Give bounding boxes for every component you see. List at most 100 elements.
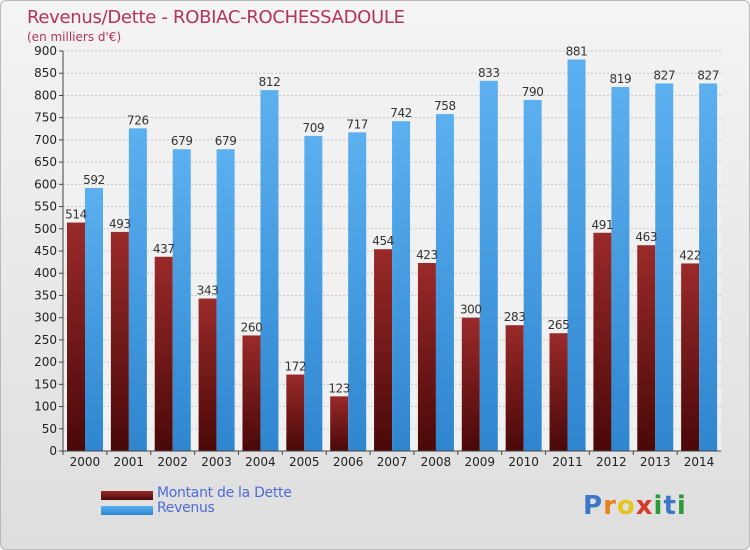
label-revenus-2012: 819 [610,72,632,86]
label-dette-2003: 343 [197,284,219,298]
proxiti-logo: Proxiti [583,491,687,521]
bar-dette-2012 [593,232,612,451]
bar-dette-2008 [417,263,436,451]
x-tick-label-2010: 2010 [508,455,539,469]
label-revenus-2013: 827 [653,68,675,82]
bar-revenus-2008 [435,114,454,451]
bar-revenus-2004 [260,90,279,451]
bar-dette-2007 [374,249,393,451]
bar-revenus-2013 [655,83,674,451]
legend-swatch-dette [101,491,153,500]
y-tick-label: 250 [34,333,57,347]
data-labels: 514 592 493 726 437 679 343 679 260 812 172 709 123 7… [65,44,719,395]
bar-revenus-2009 [479,80,498,452]
label-revenus-2006: 717 [346,117,368,131]
bar-revenus-2003 [216,149,235,451]
bar-dette-2011 [549,333,568,451]
label-revenus-2009: 833 [478,66,500,80]
bar-revenus-2014 [699,83,718,451]
bar-revenus-2002 [172,149,191,451]
bar-dette-2014 [681,263,700,451]
label-revenus-2001: 726 [127,113,149,127]
label-revenus-2008: 758 [434,99,456,113]
label-dette-2014: 422 [679,248,701,262]
label-revenus-2003: 679 [215,134,237,148]
label-dette-2009: 300 [460,303,482,317]
bar-revenus-2005 [304,135,323,451]
label-dette-2006: 123 [328,381,350,395]
x-tick-label-2008: 2008 [421,455,452,469]
logo-letter: t [663,491,677,521]
label-dette-2012: 491 [592,218,614,232]
x-tick-label-2011: 2011 [552,455,583,469]
bar-revenus-2010 [523,99,542,451]
chart-title: Revenus/Dette - ROBIAC-ROCHESSADOULE [27,7,405,28]
x-tick-label-2012: 2012 [596,455,627,469]
bar-dette-2013 [637,245,656,451]
logo-letter: o [616,491,636,521]
label-revenus-2011: 881 [566,44,588,58]
label-dette-2004: 260 [241,320,263,334]
label-revenus-2005: 709 [302,121,324,135]
axes: 0 50 100 150 200 250 300 350 400 450 500 550 600 650 7… [34,44,721,469]
bar-revenus-2007 [392,121,411,451]
bar-revenus-2011 [567,59,586,451]
label-dette-2001: 493 [109,217,131,231]
legend-label-revenus: Revenus [157,500,215,516]
chart-subtitle: (en milliers d'€) [27,30,122,44]
bar-dette-2001 [110,231,129,451]
label-dette-2008: 423 [416,248,438,262]
y-tick-label: 200 [34,355,57,369]
logo-letter: i [653,491,664,521]
x-tick-label-2001: 2001 [114,455,145,469]
bar-dette-2006 [330,396,349,451]
logo-letter: r [603,491,617,521]
logo-letter: i [676,491,687,521]
label-revenus-2010: 790 [522,85,544,99]
label-dette-2010: 283 [504,310,526,324]
y-tick-label: 400 [34,266,57,280]
label-dette-2007: 454 [372,234,394,248]
y-tick-label: 50 [42,422,57,436]
label-dette-2013: 463 [635,230,657,244]
label-revenus-2007: 742 [390,106,412,120]
x-tick-label-2002: 2002 [157,455,188,469]
bar-dette-2003 [198,298,217,451]
y-tick-label: 150 [34,377,57,391]
y-tick-label: 800 [34,88,57,102]
x-tick-label-2009: 2009 [464,455,495,469]
x-tick-label-2013: 2013 [640,455,671,469]
bar-dette-2000 [67,222,85,451]
bar-revenus-2000 [85,187,103,451]
x-tick-label-2004: 2004 [245,455,276,469]
bar-revenus-2001 [128,128,147,451]
bar-revenus-2012 [611,87,630,451]
label-dette-2000: 514 [65,208,87,222]
y-tick-label: 650 [34,155,57,169]
label-dette-2002: 437 [153,242,175,256]
logo-letter: x [635,491,654,521]
bar-dette-2004 [242,335,261,451]
x-tick-label-2000: 2000 [70,455,101,469]
label-revenus-2002: 679 [171,134,193,148]
legend-label-dette: Montant de la Dette [157,485,292,501]
y-tick-label: 900 [34,44,57,58]
y-tick-label: 450 [34,244,57,258]
label-dette-2005: 172 [284,360,306,374]
y-tick-label: 100 [34,400,57,414]
x-tick-label-2007: 2007 [377,455,408,469]
x-tick-label-2006: 2006 [333,455,364,469]
label-revenus-2004: 812 [259,75,281,89]
bar-dette-2010 [505,325,524,451]
y-tick-label: 300 [34,311,57,325]
bar-dette-2002 [154,256,173,451]
y-tick-label: 500 [34,222,57,236]
bar-dette-2009 [461,317,480,451]
x-tick-label-2014: 2014 [684,455,715,469]
y-tick-label: 850 [34,66,57,80]
y-tick-label: 550 [34,200,57,214]
label-dette-2011: 265 [548,318,570,332]
label-revenus-2000: 592 [83,173,105,187]
